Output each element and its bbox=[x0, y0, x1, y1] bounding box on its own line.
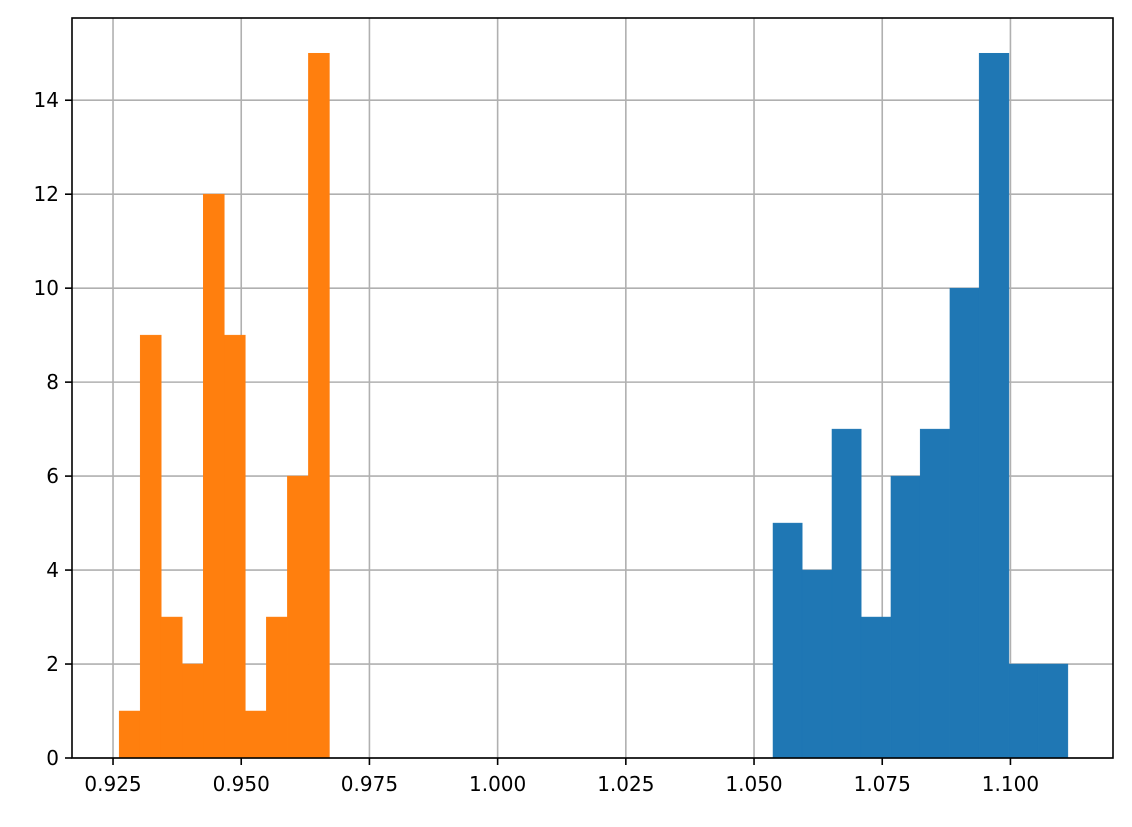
histogram-bar bbox=[1037, 663, 1069, 759]
histogram-bar bbox=[118, 710, 141, 759]
histogram-bar bbox=[1008, 663, 1039, 759]
x-tick-label: 1.025 bbox=[597, 772, 654, 796]
y-tick-label: 12 bbox=[34, 182, 59, 206]
histogram-bar bbox=[890, 475, 921, 759]
histogram-bar bbox=[772, 522, 803, 759]
x-axis-ticks: 0.925 0.950 0.975 1.000 1.025 1.050 1.075 1.100 bbox=[84, 758, 1039, 796]
histogram-bar bbox=[978, 52, 1010, 759]
histogram-bar bbox=[949, 287, 980, 759]
histogram-series-2 bbox=[118, 52, 330, 759]
histogram-bar bbox=[266, 616, 288, 759]
x-tick-label: 1.100 bbox=[982, 772, 1039, 796]
x-tick-label: 1.075 bbox=[854, 772, 911, 796]
histogram-bar bbox=[860, 616, 892, 759]
x-tick-label: 0.925 bbox=[84, 772, 141, 796]
histogram-bars bbox=[118, 52, 1069, 759]
histogram-bar bbox=[801, 569, 833, 759]
x-tick-label: 1.050 bbox=[725, 772, 782, 796]
histogram-bar bbox=[224, 334, 246, 759]
x-tick-label: 0.950 bbox=[213, 772, 270, 796]
y-tick-label: 8 bbox=[46, 370, 59, 394]
y-tick-label: 14 bbox=[34, 88, 59, 112]
y-tick-label: 0 bbox=[46, 746, 59, 770]
y-tick-label: 2 bbox=[46, 652, 59, 676]
histogram-bar bbox=[919, 428, 951, 759]
histogram-bar bbox=[287, 475, 309, 759]
histogram-bar bbox=[160, 616, 183, 759]
y-tick-label: 6 bbox=[46, 464, 59, 488]
axes-frame bbox=[71, 17, 1114, 759]
histogram-bar bbox=[308, 52, 330, 759]
histogram-series-1 bbox=[772, 52, 1069, 759]
histogram-bar bbox=[203, 193, 225, 759]
x-tick-label: 0.975 bbox=[341, 772, 398, 796]
y-tick-label: 4 bbox=[46, 558, 59, 582]
histogram-bar bbox=[182, 663, 204, 759]
histogram-bar bbox=[245, 710, 267, 759]
histogram-bar bbox=[139, 334, 162, 759]
y-axis-ticks: 0 2 4 6 8 10 12 14 bbox=[34, 88, 72, 770]
x-tick-label: 1.000 bbox=[469, 772, 526, 796]
histogram-bar bbox=[831, 428, 862, 759]
y-tick-label: 10 bbox=[34, 276, 59, 300]
